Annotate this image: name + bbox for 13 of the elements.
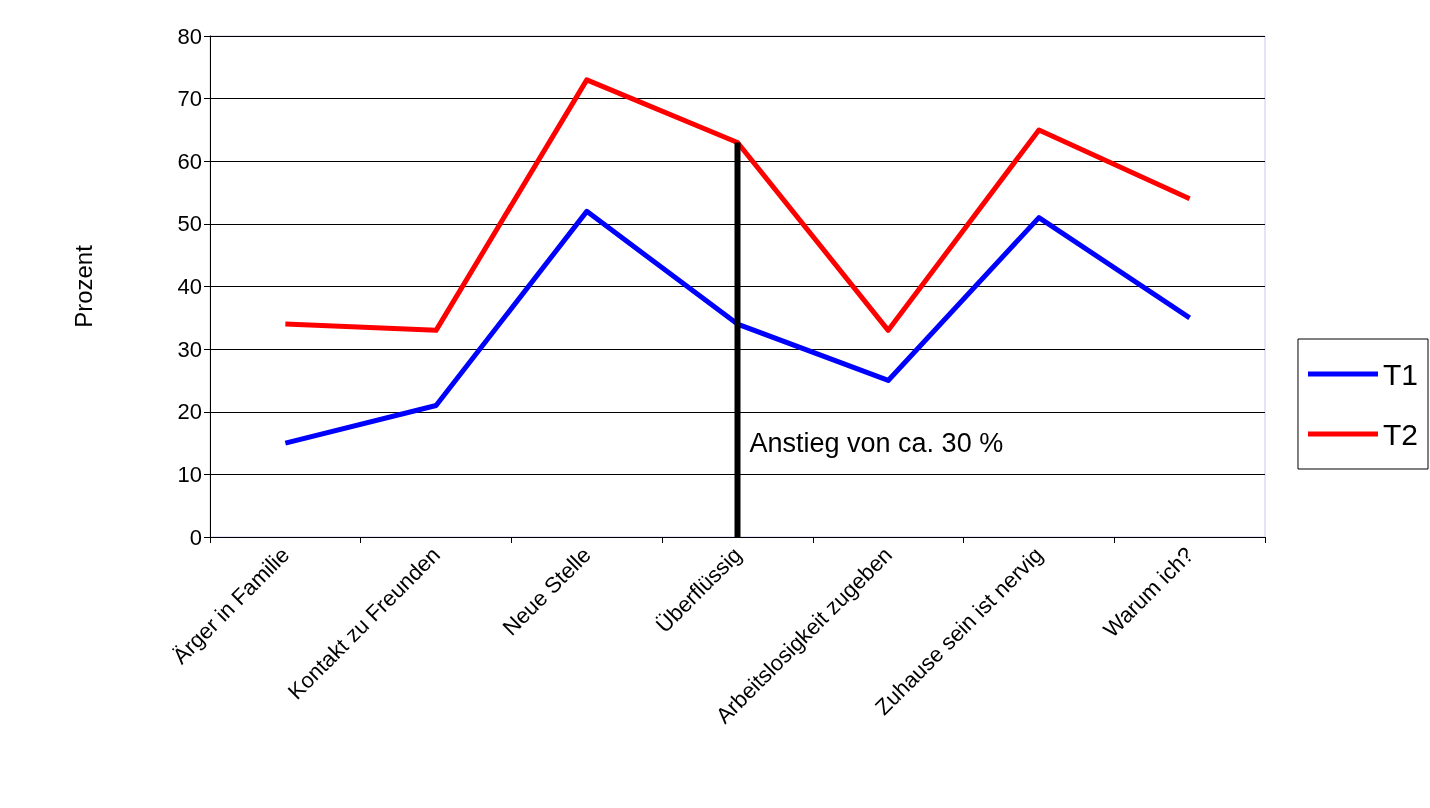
y-tick-label: 10 (177, 461, 202, 487)
y-tick-label: 60 (177, 148, 202, 174)
y-tick-label: 20 (177, 399, 202, 425)
y-tick-label: 70 (177, 86, 202, 112)
annotation: Anstieg von ca. 30 % (749, 428, 1004, 459)
y-tick-label: 0 (189, 524, 202, 550)
y-tick-label: 40 (177, 274, 202, 299)
y-tick-label: 80 (177, 23, 202, 49)
legend-label: T2 (1382, 417, 1419, 451)
y-tick-label: 50 (177, 211, 202, 237)
legend-label: T1 (1382, 357, 1419, 391)
y-tick-label: 30 (177, 336, 202, 362)
y-axis-title: Prozent (69, 244, 97, 328)
